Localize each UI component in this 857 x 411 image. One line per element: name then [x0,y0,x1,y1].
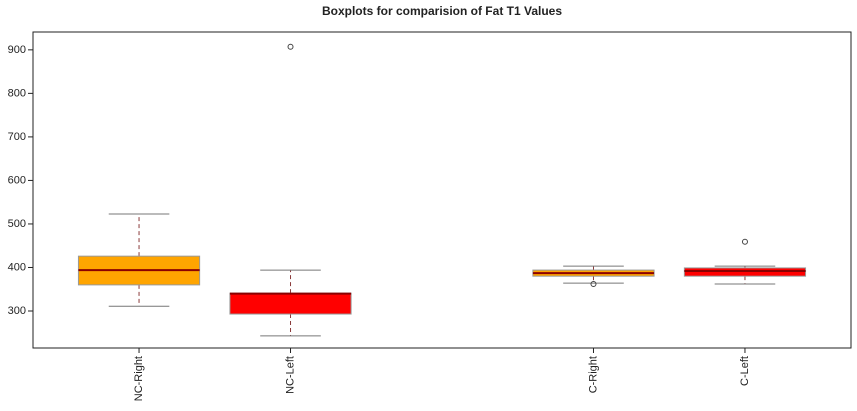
x-tick-label: NC-Left [284,356,296,394]
box [683,267,807,277]
y-tick-label: 800 [8,87,26,99]
y-tick-label: 600 [8,174,26,186]
box [229,292,352,315]
outlier [741,238,748,245]
y-tick-label: 400 [8,261,26,273]
x-tick-label: C-Left [739,356,751,386]
y-tick-label: 500 [8,218,26,230]
x-tick-label: C-Right [587,356,599,393]
outlier [590,281,597,288]
x-tick-label: NC-Right [133,356,145,401]
y-tick-label: 900 [8,44,26,56]
plot-frame [32,31,852,349]
outlier [287,43,294,50]
y-tick-label: 300 [8,305,26,317]
chart-title: Boxplots for comparision of Fat T1 Value… [322,4,562,18]
y-tick-label: 700 [8,131,26,143]
